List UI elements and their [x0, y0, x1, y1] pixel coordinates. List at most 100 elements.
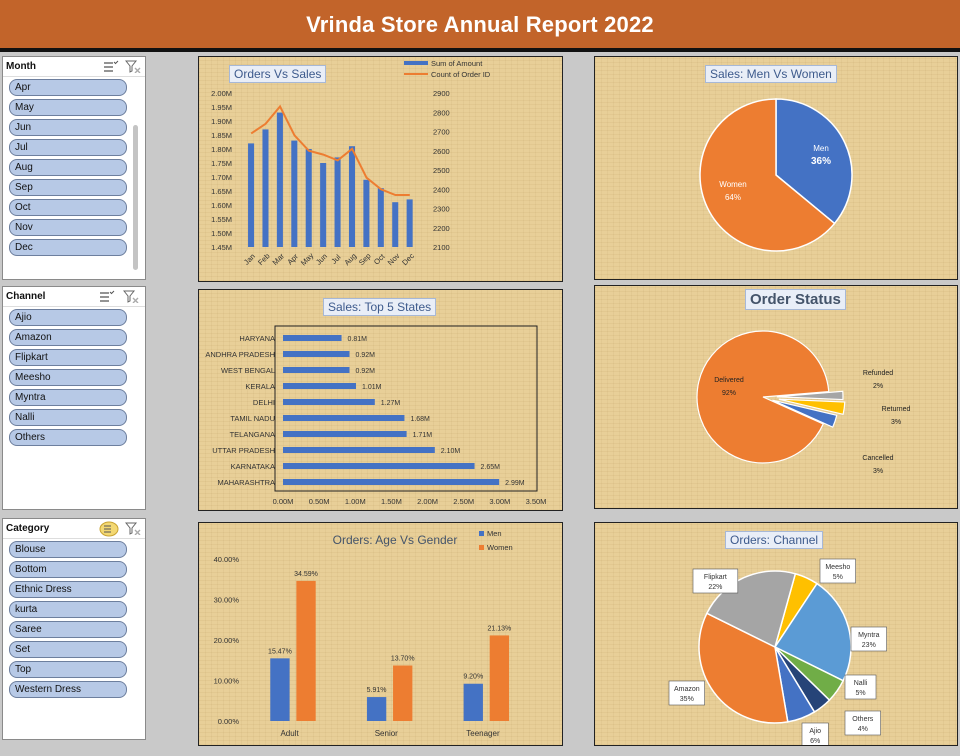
- x-tick-label: Jan: [242, 252, 257, 267]
- slicer-item-meesho[interactable]: Meesho: [9, 369, 127, 386]
- value-label: 1.71M: [413, 432, 433, 439]
- category-slicer-header: Category: [3, 519, 145, 539]
- clear-filter-icon[interactable]: [123, 290, 139, 303]
- pie-slice-women: [699, 98, 836, 252]
- slicer-item-others[interactable]: Others: [9, 429, 127, 446]
- legend-swatch-women: [479, 545, 484, 550]
- y-tick-label: 1.70M: [211, 173, 232, 182]
- state-bar: [283, 447, 435, 453]
- state-bar: [283, 399, 375, 405]
- callout-box: [668, 680, 705, 706]
- slicer-item-set[interactable]: Set: [9, 641, 127, 658]
- y-tick-label: 0.00%: [218, 717, 240, 726]
- slicer-item-saree[interactable]: Saree: [9, 621, 127, 638]
- slice-label: Others: [852, 716, 874, 723]
- slicer-item-bottom[interactable]: Bottom: [9, 561, 127, 578]
- legend-label: Sum of Amount: [431, 59, 483, 68]
- slicer-item-flipkart[interactable]: Flipkart: [9, 349, 127, 366]
- y-tick-label: 1.45M: [211, 243, 232, 252]
- value-label: 0.81M: [348, 336, 368, 343]
- callout-box: [801, 722, 829, 748]
- slicer-item-western-dress[interactable]: Western Dress: [9, 681, 127, 698]
- callout-box: [819, 558, 856, 584]
- value-label: 0.92M: [356, 352, 376, 359]
- x-tick-label: 3.50M: [526, 497, 547, 506]
- sales-bar: [392, 202, 399, 247]
- state-bar: [283, 367, 350, 373]
- slicer-item-myntra[interactable]: Myntra: [9, 389, 127, 406]
- slice-percent: 4%: [858, 726, 868, 733]
- callout-box: [844, 710, 881, 736]
- slicer-item-dec[interactable]: Dec: [9, 239, 127, 256]
- top-states-title: Sales: Top 5 States: [323, 298, 437, 316]
- state-label: TELANGANA: [230, 430, 275, 439]
- clear-filter-icon[interactable]: [125, 60, 141, 73]
- x-tick-label: 0.00M: [273, 497, 294, 506]
- slicer-item-apr[interactable]: Apr: [9, 79, 127, 96]
- y-tick-label: 1.65M: [211, 187, 232, 196]
- clear-filter-icon[interactable]: [125, 522, 141, 535]
- men-bar: [270, 658, 290, 721]
- y2-tick-label: 2500: [433, 166, 450, 175]
- sales-bar: [262, 129, 269, 247]
- sales-bar: [276, 112, 283, 247]
- slice-percent: 2%: [873, 383, 883, 390]
- multi-select-icon[interactable]: [99, 521, 119, 537]
- channel-slicer: Channel Ajio Amazon Flipkart Meesho Myntra Na…: [2, 286, 146, 510]
- state-bar: [283, 415, 405, 421]
- age-vs-gender-panel: Orders: Age Vs Gender 0.00% 10.00% 20.00% 30…: [198, 522, 563, 746]
- legend-swatch-men: [479, 531, 484, 536]
- value-label: 13.70%: [391, 656, 415, 663]
- order-status-panel: Delivered 92% Refunded 2% Returned 3% Cancelle…: [594, 285, 958, 509]
- y-tick-label: 1.80M: [211, 145, 232, 154]
- slicer-item-nov[interactable]: Nov: [9, 219, 127, 236]
- slicer-item-oct[interactable]: Oct: [9, 199, 127, 216]
- value-label: 1.01M: [362, 384, 382, 391]
- y-tick-label: 1.90M: [211, 117, 232, 126]
- men-bar: [366, 697, 387, 721]
- slicer-item-kurta[interactable]: kurta: [9, 601, 127, 618]
- multi-select-icon[interactable]: [103, 60, 119, 73]
- state-bar: [283, 383, 357, 389]
- men-bar: [463, 683, 483, 721]
- y2-tick-label: 2400: [433, 185, 450, 194]
- y-tick-label: 1.60M: [211, 201, 232, 210]
- slicer-item-nalli[interactable]: Nalli: [9, 409, 127, 426]
- slicer-item-top[interactable]: Top: [9, 661, 127, 678]
- slicer-item-jun[interactable]: Jun: [9, 119, 127, 136]
- x-tick-label: Sep: [357, 251, 373, 267]
- pie-slice-delivered: [696, 330, 830, 464]
- month-slicer-scrollbar[interactable]: [133, 125, 138, 270]
- order-status-title: Order Status: [745, 289, 846, 310]
- slicer-item-may[interactable]: May: [9, 99, 127, 116]
- women-bar: [393, 665, 413, 721]
- slicer-item-amazon[interactable]: Amazon: [9, 329, 127, 346]
- state-label: UTTAR PRADESH: [212, 446, 275, 455]
- legend-swatch-sales: [404, 61, 428, 65]
- slicer-item-blouse[interactable]: Blouse: [9, 541, 127, 558]
- callout-box: [844, 674, 877, 700]
- x-tick-label: 1.50M: [381, 497, 402, 506]
- slice-label: Meesho: [825, 564, 850, 571]
- slicer-item-ethnic-dress[interactable]: Ethnic Dress: [9, 581, 127, 598]
- slicer-item-sep[interactable]: Sep: [9, 179, 127, 196]
- slice-label: Refunded: [863, 370, 893, 377]
- legend-label: Women: [487, 543, 513, 552]
- state-label: KERALA: [245, 382, 275, 391]
- state-label: ANDHRA PRADESH: [205, 350, 275, 359]
- state-bar: [283, 335, 342, 341]
- slice-label: Myntra: [858, 632, 880, 639]
- x-tick-label: Dec: [400, 251, 416, 267]
- report-banner: Vrinda Store Annual Report 2022: [0, 0, 960, 52]
- y-tick-label: 30.00%: [214, 596, 240, 605]
- women-bar: [296, 580, 316, 721]
- value-label: 1.27M: [381, 400, 401, 407]
- value-label: 2.10M: [441, 448, 461, 455]
- top-states-chart: HARYANA 0.81M ANDHRA PRADESH 0.92M WEST BENG…: [205, 325, 547, 506]
- x-tick-label: 2.00M: [417, 497, 438, 506]
- slicer-item-aug[interactable]: Aug: [9, 159, 127, 176]
- multi-select-icon[interactable]: [99, 290, 115, 303]
- x-tick-label: Aug: [342, 251, 358, 267]
- slicer-item-ajio[interactable]: Ajio: [9, 309, 127, 326]
- slicer-item-jul[interactable]: Jul: [9, 139, 127, 156]
